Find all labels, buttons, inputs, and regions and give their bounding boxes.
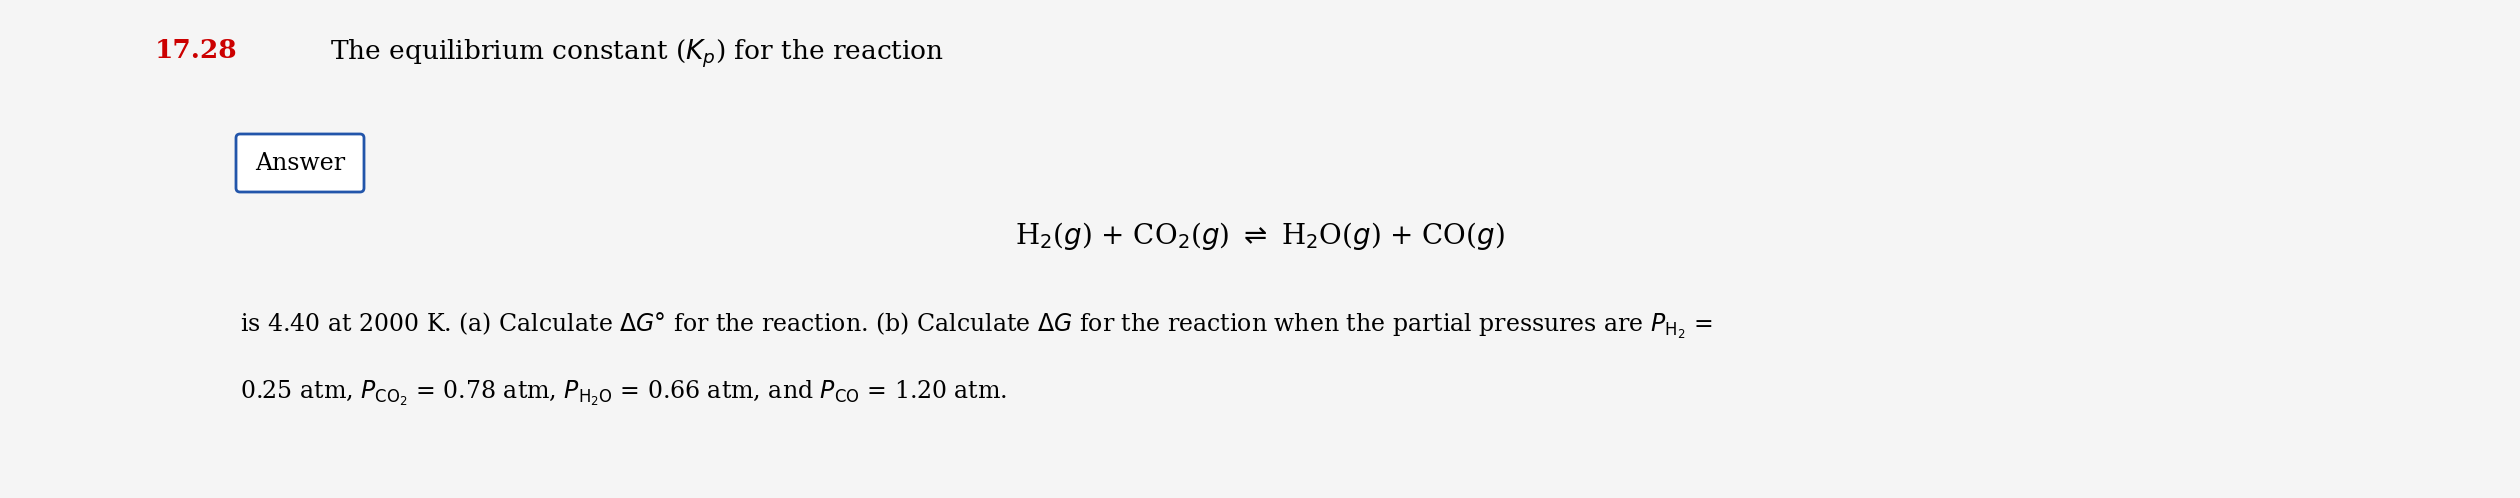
Text: H$_2$($g$) + CO$_2$($g$) $\rightleftharpoons$ H$_2$O($g$) + CO($g$): H$_2$($g$) + CO$_2$($g$) $\rightleftharp…	[1016, 220, 1504, 252]
Text: 17.28: 17.28	[156, 38, 237, 63]
Text: 0.25 atm, $P_{\rm CO_2}$ = 0.78 atm, $P_{\rm H_2O}$ = 0.66 atm, and $P_{\rm CO}$: 0.25 atm, $P_{\rm CO_2}$ = 0.78 atm, $P_…	[239, 378, 1008, 407]
FancyBboxPatch shape	[237, 134, 363, 192]
Text: Answer: Answer	[255, 151, 345, 174]
Text: is 4.40 at 2000 K. (a) Calculate $\Delta G°$ for the reaction. (b) Calculate $\D: is 4.40 at 2000 K. (a) Calculate $\Delta…	[239, 311, 1714, 341]
Text: The equilibrium constant ($\mathit{K}_p$) for the reaction: The equilibrium constant ($\mathit{K}_p$…	[330, 38, 945, 70]
